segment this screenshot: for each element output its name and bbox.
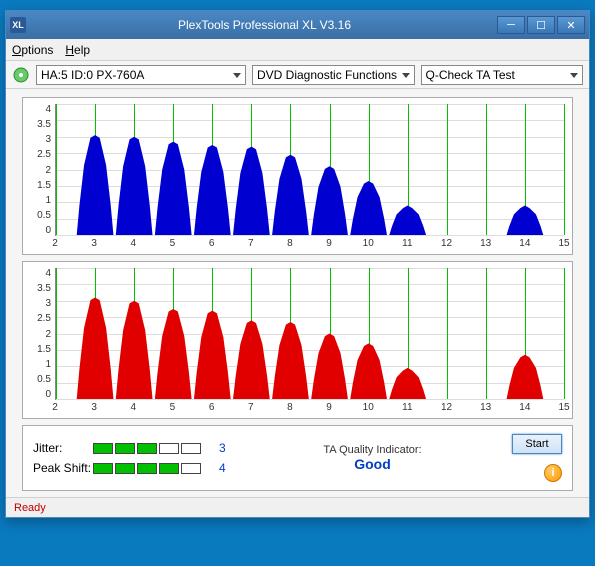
function-select[interactable]: DVD Diagnostic Functions (252, 65, 415, 85)
titlebar[interactable]: XL PlexTools Professional XL V3.16 ─ ☐ ✕ (6, 11, 589, 39)
toolbar: HA:5 ID:0 PX-760A DVD Diagnostic Functio… (6, 61, 589, 89)
info-icon[interactable]: i (544, 464, 562, 482)
peakshift-label: Peak Shift: (33, 461, 93, 475)
drive-select-value: HA:5 ID:0 PX-760A (41, 68, 144, 82)
close-button[interactable]: ✕ (557, 16, 585, 34)
window-title: PlexTools Professional XL V3.16 (32, 18, 497, 32)
drive-select[interactable]: HA:5 ID:0 PX-760A (36, 65, 246, 85)
menu-options[interactable]: Options (12, 43, 53, 57)
maximize-button[interactable]: ☐ (527, 16, 555, 34)
minimize-button[interactable]: ─ (497, 16, 525, 34)
disc-icon (12, 66, 30, 84)
chart-panel-1: 43.532.521.510.5023456789101112131415 (22, 261, 573, 419)
status-text: Ready (14, 502, 46, 514)
peakshift-bar (93, 463, 213, 474)
jitter-label: Jitter: (33, 441, 93, 455)
chart-panel-0: 43.532.521.510.5023456789101112131415 (22, 97, 573, 255)
app-window: XL PlexTools Professional XL V3.16 ─ ☐ ✕… (5, 10, 590, 518)
results-panel: Jitter: 3 Peak Shift: 4 TA Quality Indic… (22, 425, 573, 491)
ta-quality-value: Good (241, 456, 504, 472)
test-select-value: Q-Check TA Test (426, 68, 515, 82)
function-select-value: DVD Diagnostic Functions (257, 68, 397, 82)
peakshift-value: 4 (213, 461, 233, 475)
content: 43.532.521.510.502345678910111213141543.… (6, 89, 589, 497)
test-select[interactable]: Q-Check TA Test (421, 65, 584, 85)
start-button[interactable]: Start (512, 434, 562, 454)
ta-quality-label: TA Quality Indicator: (241, 444, 504, 456)
menu-help[interactable]: Help (65, 43, 90, 57)
menubar: Options Help (6, 39, 589, 61)
statusbar: Ready (6, 497, 589, 517)
jitter-value: 3 (213, 441, 233, 455)
jitter-bar (93, 443, 213, 454)
app-icon: XL (10, 17, 26, 33)
